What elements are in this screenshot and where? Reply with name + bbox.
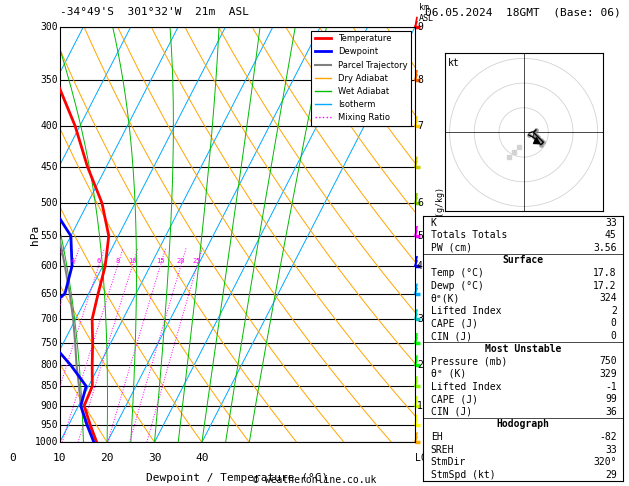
Text: 2: 2 xyxy=(417,360,423,370)
Text: SREH: SREH xyxy=(431,445,454,454)
Text: 300: 300 xyxy=(40,22,58,32)
Text: CAPE (J): CAPE (J) xyxy=(431,318,477,329)
Text: CIN (J): CIN (J) xyxy=(431,331,472,341)
Text: 20: 20 xyxy=(177,258,185,264)
Text: km
ASL: km ASL xyxy=(419,3,433,22)
Text: Lifted Index: Lifted Index xyxy=(431,306,501,316)
Text: CAPE (J): CAPE (J) xyxy=(431,394,477,404)
Text: 8: 8 xyxy=(417,75,423,85)
Text: 2: 2 xyxy=(611,306,616,316)
Text: K: K xyxy=(431,218,437,227)
Text: CIN (J): CIN (J) xyxy=(431,407,472,417)
Text: 324: 324 xyxy=(599,293,616,303)
Text: 1000: 1000 xyxy=(35,437,58,447)
Text: 900: 900 xyxy=(40,401,58,411)
Text: 350: 350 xyxy=(40,75,58,85)
Text: PW (cm): PW (cm) xyxy=(431,243,472,253)
Text: 20: 20 xyxy=(101,452,114,463)
Text: θᵉ (K): θᵉ (K) xyxy=(431,369,466,379)
Text: 15: 15 xyxy=(156,258,165,264)
Text: 99: 99 xyxy=(605,394,616,404)
Text: Temp (°C): Temp (°C) xyxy=(431,268,484,278)
Text: 06.05.2024  18GMT  (Base: 06): 06.05.2024 18GMT (Base: 06) xyxy=(425,7,620,17)
Text: 500: 500 xyxy=(40,198,58,208)
Text: 17.2: 17.2 xyxy=(593,280,616,291)
Text: 750: 750 xyxy=(599,356,616,366)
Text: 0: 0 xyxy=(611,331,616,341)
Text: -1: -1 xyxy=(605,382,616,392)
Text: 800: 800 xyxy=(40,360,58,370)
Text: Most Unstable: Most Unstable xyxy=(484,344,561,354)
Text: Lifted Index: Lifted Index xyxy=(431,382,501,392)
Text: 4: 4 xyxy=(417,261,423,271)
Text: 33: 33 xyxy=(605,445,616,454)
Text: 320°: 320° xyxy=(593,457,616,467)
Text: 950: 950 xyxy=(40,419,58,430)
Text: 700: 700 xyxy=(40,314,58,324)
Text: θᵉ(K): θᵉ(K) xyxy=(431,293,460,303)
Text: 450: 450 xyxy=(40,162,58,172)
Text: hPa: hPa xyxy=(30,225,40,244)
Text: 600: 600 xyxy=(40,261,58,271)
Text: Pressure (mb): Pressure (mb) xyxy=(431,356,507,366)
Text: 3: 3 xyxy=(417,314,423,324)
Text: 6: 6 xyxy=(96,258,101,264)
Text: 550: 550 xyxy=(40,231,58,241)
Text: Surface: Surface xyxy=(502,256,543,265)
Text: Dewpoint / Temperature (°C): Dewpoint / Temperature (°C) xyxy=(147,473,328,484)
Legend: Temperature, Dewpoint, Parcel Trajectory, Dry Adiabat, Wet Adiabat, Isotherm, Mi: Temperature, Dewpoint, Parcel Trajectory… xyxy=(311,31,411,125)
Text: 9: 9 xyxy=(417,22,423,32)
Text: -34°49'S  301°32'W  21m  ASL: -34°49'S 301°32'W 21m ASL xyxy=(60,7,248,17)
Text: 5: 5 xyxy=(417,231,423,241)
Text: 0: 0 xyxy=(611,318,616,329)
Text: 6: 6 xyxy=(417,198,423,208)
Text: 10: 10 xyxy=(53,452,67,463)
Text: 29: 29 xyxy=(605,470,616,480)
Text: Totals Totals: Totals Totals xyxy=(431,230,507,240)
Text: StmSpd (kt): StmSpd (kt) xyxy=(431,470,495,480)
Text: 36: 36 xyxy=(605,407,616,417)
Text: 30: 30 xyxy=(148,452,161,463)
Text: Hodograph: Hodograph xyxy=(496,419,549,430)
Text: 10: 10 xyxy=(128,258,136,264)
Text: 25: 25 xyxy=(192,258,201,264)
Text: 850: 850 xyxy=(40,381,58,391)
Text: 400: 400 xyxy=(40,121,58,131)
Text: 17.8: 17.8 xyxy=(593,268,616,278)
Text: 8: 8 xyxy=(115,258,120,264)
Text: 750: 750 xyxy=(40,338,58,348)
Text: kt: kt xyxy=(448,58,460,68)
Text: 40: 40 xyxy=(195,452,209,463)
Text: 33: 33 xyxy=(605,218,616,227)
Text: -82: -82 xyxy=(599,432,616,442)
Text: 7: 7 xyxy=(417,121,423,131)
Text: 45: 45 xyxy=(605,230,616,240)
Text: Mixing Ratio (g/kg): Mixing Ratio (g/kg) xyxy=(435,187,445,282)
Text: 3.56: 3.56 xyxy=(593,243,616,253)
Text: 0: 0 xyxy=(9,452,16,463)
Text: 1: 1 xyxy=(417,401,423,411)
Text: 4: 4 xyxy=(71,258,75,264)
Text: StmDir: StmDir xyxy=(431,457,466,467)
Text: © weatheronline.co.uk: © weatheronline.co.uk xyxy=(253,474,376,485)
Text: 329: 329 xyxy=(599,369,616,379)
Text: LCL: LCL xyxy=(415,452,433,463)
Text: Dewp (°C): Dewp (°C) xyxy=(431,280,484,291)
Text: 650: 650 xyxy=(40,289,58,298)
Text: EH: EH xyxy=(431,432,442,442)
